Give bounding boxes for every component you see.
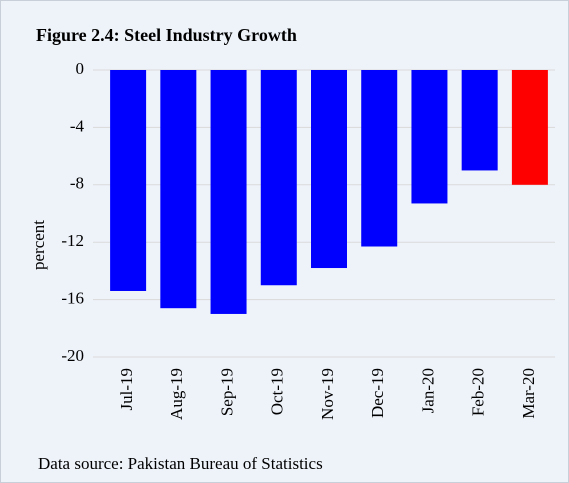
bar: [210, 70, 247, 314]
bar: [260, 70, 297, 286]
bar: [311, 70, 347, 269]
bar: [110, 70, 147, 291]
bar: [160, 70, 197, 309]
y-tick-label: -8: [70, 174, 84, 193]
y-tick-label: -4: [70, 116, 85, 135]
y-axis-label: percent: [29, 220, 48, 270]
x-tick-label: Mar-20: [519, 368, 538, 419]
bar: [511, 70, 548, 185]
chart-title: Figure 2.4: Steel Industry Growth: [36, 25, 297, 45]
x-tick-label: Nov-19: [318, 368, 337, 420]
x-tick-label: Feb-20: [469, 368, 488, 416]
x-tick-label: Oct-19: [268, 368, 287, 415]
source-note: Data source: Pakistan Bureau of Statisti…: [38, 454, 323, 473]
bar: [461, 70, 498, 171]
y-tick-label: -12: [61, 231, 84, 250]
y-tick-label: 0: [76, 59, 85, 78]
x-tick-label: Aug-19: [167, 368, 186, 420]
x-tick-label: Jan-20: [418, 368, 437, 413]
bar: [411, 70, 448, 204]
y-tick-label: -20: [61, 346, 84, 365]
bar: [361, 70, 398, 247]
x-tick-label: Jul-19: [117, 368, 136, 411]
x-tick-label: Sep-19: [217, 368, 236, 416]
x-tick-label: Dec-19: [368, 368, 387, 418]
y-tick-label: -16: [61, 289, 84, 308]
